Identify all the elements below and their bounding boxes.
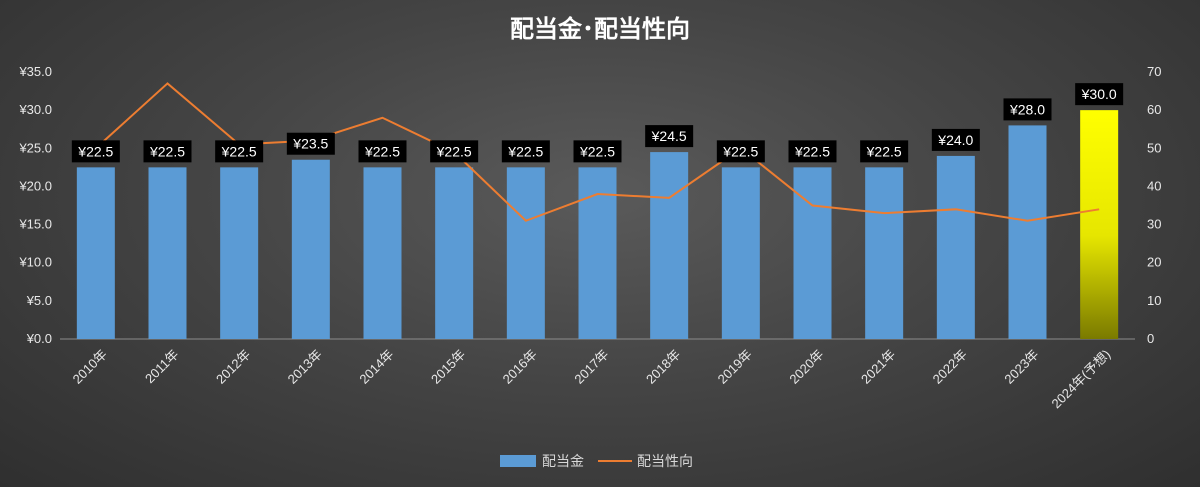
x-tick-label: 2010年 (70, 347, 110, 387)
data-label: ¥23.5 (292, 136, 328, 152)
data-label: ¥28.0 (1009, 101, 1045, 117)
data-label-box (573, 140, 622, 163)
data-label: ¥24.5 (651, 128, 687, 144)
data-label-box (860, 140, 909, 163)
x-tick-label: 2013年 (285, 347, 325, 387)
x-tick-label: 2021年 (858, 347, 898, 387)
x-tick-label: 2019年 (715, 347, 755, 387)
chart-title: 配当金･配当性向 (510, 15, 690, 43)
y-left-tick-label: ¥0.0 (26, 331, 52, 346)
data-label-box (716, 140, 765, 163)
data-label: ¥24.0 (937, 132, 973, 148)
bar-2024年(予想) (1080, 110, 1119, 340)
data-label: ¥22.5 (507, 143, 543, 159)
bar-2020年 (793, 167, 832, 339)
data-label: ¥22.5 (579, 143, 615, 159)
bar-2023年 (1008, 125, 1047, 340)
x-tick-label: 2015年 (428, 347, 468, 387)
y-right-tick-label: 60 (1147, 102, 1161, 117)
data-label: ¥30.0 (1081, 86, 1117, 102)
data-label: ¥22.5 (149, 143, 185, 159)
y-left-tick-label: ¥10.0 (18, 255, 52, 270)
data-label: ¥22.5 (722, 143, 758, 159)
data-label-box (645, 125, 694, 148)
x-tick-label: 2014年 (356, 347, 396, 387)
bar-2012年 (220, 167, 259, 339)
y-right-tick-label: 50 (1147, 140, 1161, 155)
bar-2022年 (936, 155, 975, 339)
x-tick-label: 2020年 (786, 347, 826, 387)
y-right-tick-label: 20 (1147, 255, 1161, 270)
y-right-tick-label: 70 (1147, 64, 1161, 79)
y-left-tick-label: ¥5.0 (26, 293, 52, 308)
data-label-box (71, 140, 120, 163)
x-tick-label: 2023年 (1001, 347, 1041, 387)
x-tick-label: 2017年 (571, 347, 611, 387)
x-tick-label: 2018年 (643, 347, 683, 387)
data-label: ¥22.5 (436, 143, 472, 159)
y-right-tick-label: 40 (1147, 178, 1161, 193)
y-right-tick-label: 10 (1147, 293, 1161, 308)
data-label-box (501, 140, 550, 163)
bar-2011年 (148, 167, 187, 339)
data-label-box (931, 128, 980, 151)
bar-2018年 (650, 152, 689, 339)
data-label-box (286, 132, 335, 155)
y-right-tick-label: 30 (1147, 217, 1161, 232)
legend-label-payout: 配当性向 (637, 454, 693, 470)
x-tick-label: 2024年(予想) (1049, 347, 1114, 412)
bar-series (76, 110, 1119, 340)
x-tick-label: 2011年 (142, 347, 182, 387)
bar-2017年 (578, 167, 617, 339)
data-label: ¥22.5 (364, 143, 400, 159)
legend-label-dividend: 配当金 (542, 454, 584, 470)
bar-2015年 (435, 167, 474, 339)
data-label-box (358, 140, 407, 163)
bar-2021年 (865, 167, 904, 339)
y-left-tick-label: ¥15.0 (18, 217, 52, 232)
bar-2014年 (363, 167, 402, 339)
bar-2010年 (76, 167, 115, 339)
y-left-tick-label: ¥35.0 (18, 64, 52, 79)
y-left-tick-label: ¥30.0 (18, 102, 52, 117)
y-left-tick-label: ¥20.0 (18, 178, 52, 193)
legend: 配当金 配当性向 (500, 454, 693, 470)
bar-2019年 (721, 167, 760, 339)
data-label-box (1003, 98, 1052, 121)
x-tick-label: 2016年 (500, 347, 540, 387)
y-right-tick-label: 0 (1147, 331, 1154, 346)
data-label-box (143, 140, 192, 163)
data-label-box (215, 140, 264, 163)
bar-2016年 (506, 167, 545, 339)
x-tick-label: 2022年 (930, 347, 970, 387)
data-label: ¥22.5 (794, 143, 830, 159)
data-label-box (788, 140, 837, 163)
data-label-box (1075, 83, 1124, 106)
data-labels: ¥22.5 ¥22.5 ¥22.5 ¥23.5 ¥22.5 ¥22.5 ¥22.5 ¥22.5… (71, 83, 1124, 163)
data-label: ¥22.5 (866, 143, 902, 159)
y-left-tick-label: ¥25.0 (18, 140, 52, 155)
data-label: ¥22.5 (77, 143, 113, 159)
bar-2013年 (291, 159, 330, 339)
x-tick-label: 2012年 (213, 347, 253, 387)
legend-swatch-bar (500, 455, 536, 467)
data-label: ¥22.5 (221, 143, 257, 159)
data-label-box (430, 140, 479, 163)
